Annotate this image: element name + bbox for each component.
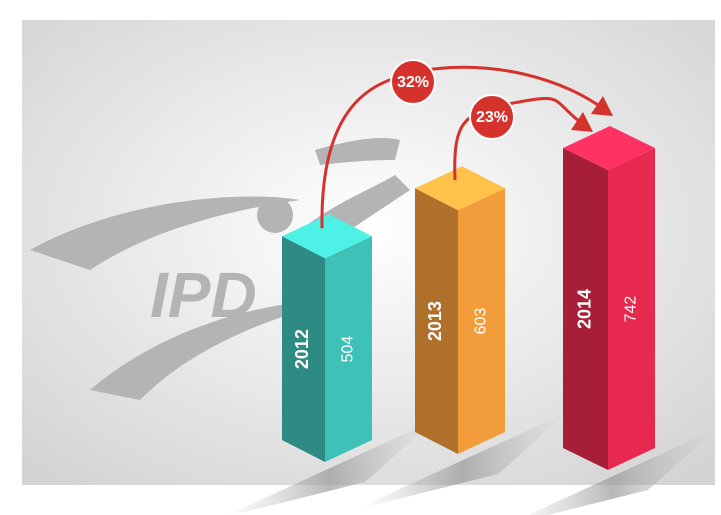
page: IPD 201250420136032014742 32%23% (() => … [0, 0, 721, 515]
bar-value-label: 504 [340, 336, 357, 363]
bar-value-label: 742 [623, 296, 640, 323]
logo-text: IPD [150, 259, 257, 331]
bar-category-label: 2013 [425, 301, 445, 341]
chart: IPD 2012 504 2013 603 2014 742 32% 23% [0, 0, 721, 515]
growth-label: 23% [476, 109, 508, 126]
bar-value-label: 603 [473, 308, 490, 335]
growth-label: 32% [397, 74, 429, 91]
bar-category-label: 2012 [292, 329, 312, 369]
bar-category-label: 2014 [574, 289, 594, 329]
